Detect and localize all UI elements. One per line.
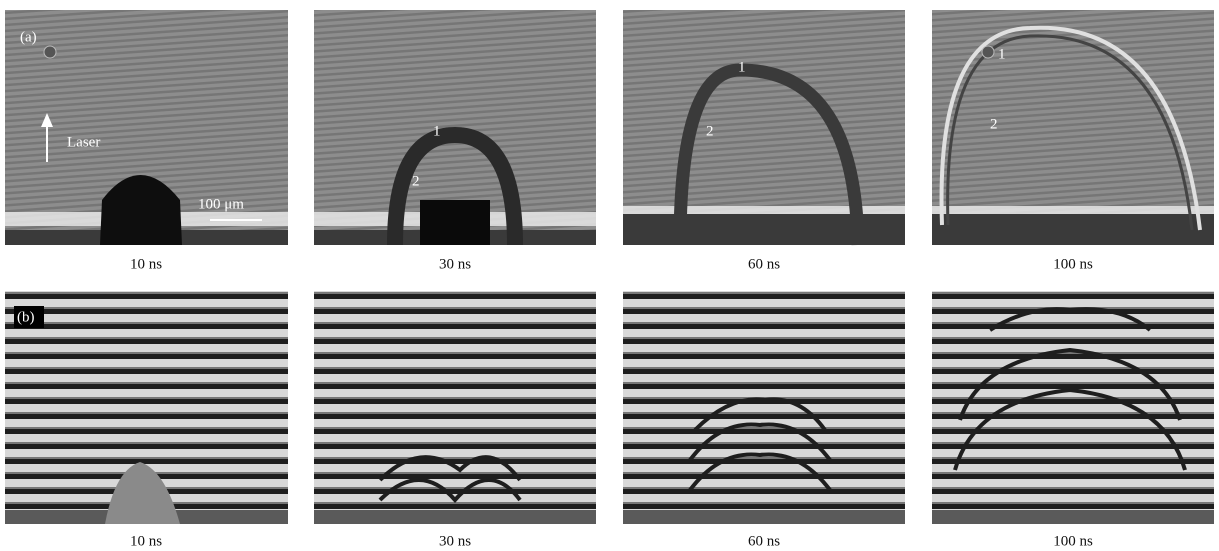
caption: 30 ns: [439, 533, 471, 549]
caption: 60 ns: [748, 533, 780, 549]
figure: (a) Laser 100 μm 1 2 1 2 1 2 (b) 10 ns 3…: [0, 0, 1219, 551]
annotation: Laser: [67, 134, 100, 150]
caption: 30 ns: [439, 256, 471, 272]
annotation: 1: [433, 123, 441, 139]
panel-label: (a): [20, 29, 37, 45]
caption: 10 ns: [130, 533, 162, 549]
caption: 100 ns: [1053, 256, 1093, 272]
panel-images-b: [5, 291, 1214, 524]
annotation: 1: [998, 46, 1006, 62]
panel-images-a: [5, 10, 1214, 245]
panel-label: (b): [17, 309, 35, 325]
annotation: 2: [706, 123, 714, 139]
annotation: 1: [738, 59, 746, 75]
annotation: 100 μm: [198, 196, 244, 212]
caption: 100 ns: [1053, 533, 1093, 549]
caption: 10 ns: [130, 256, 162, 272]
caption: 60 ns: [748, 256, 780, 272]
annotation: 2: [412, 173, 420, 189]
annotation: 2: [990, 116, 998, 132]
